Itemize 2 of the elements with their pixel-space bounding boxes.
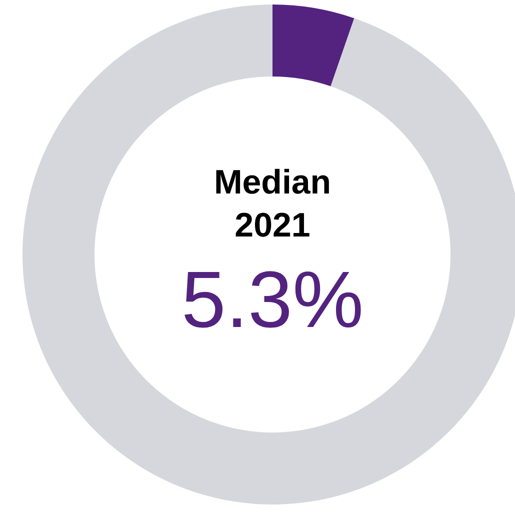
text: 5.3% [181,255,364,344]
text: Median 2021 [214,164,332,244]
